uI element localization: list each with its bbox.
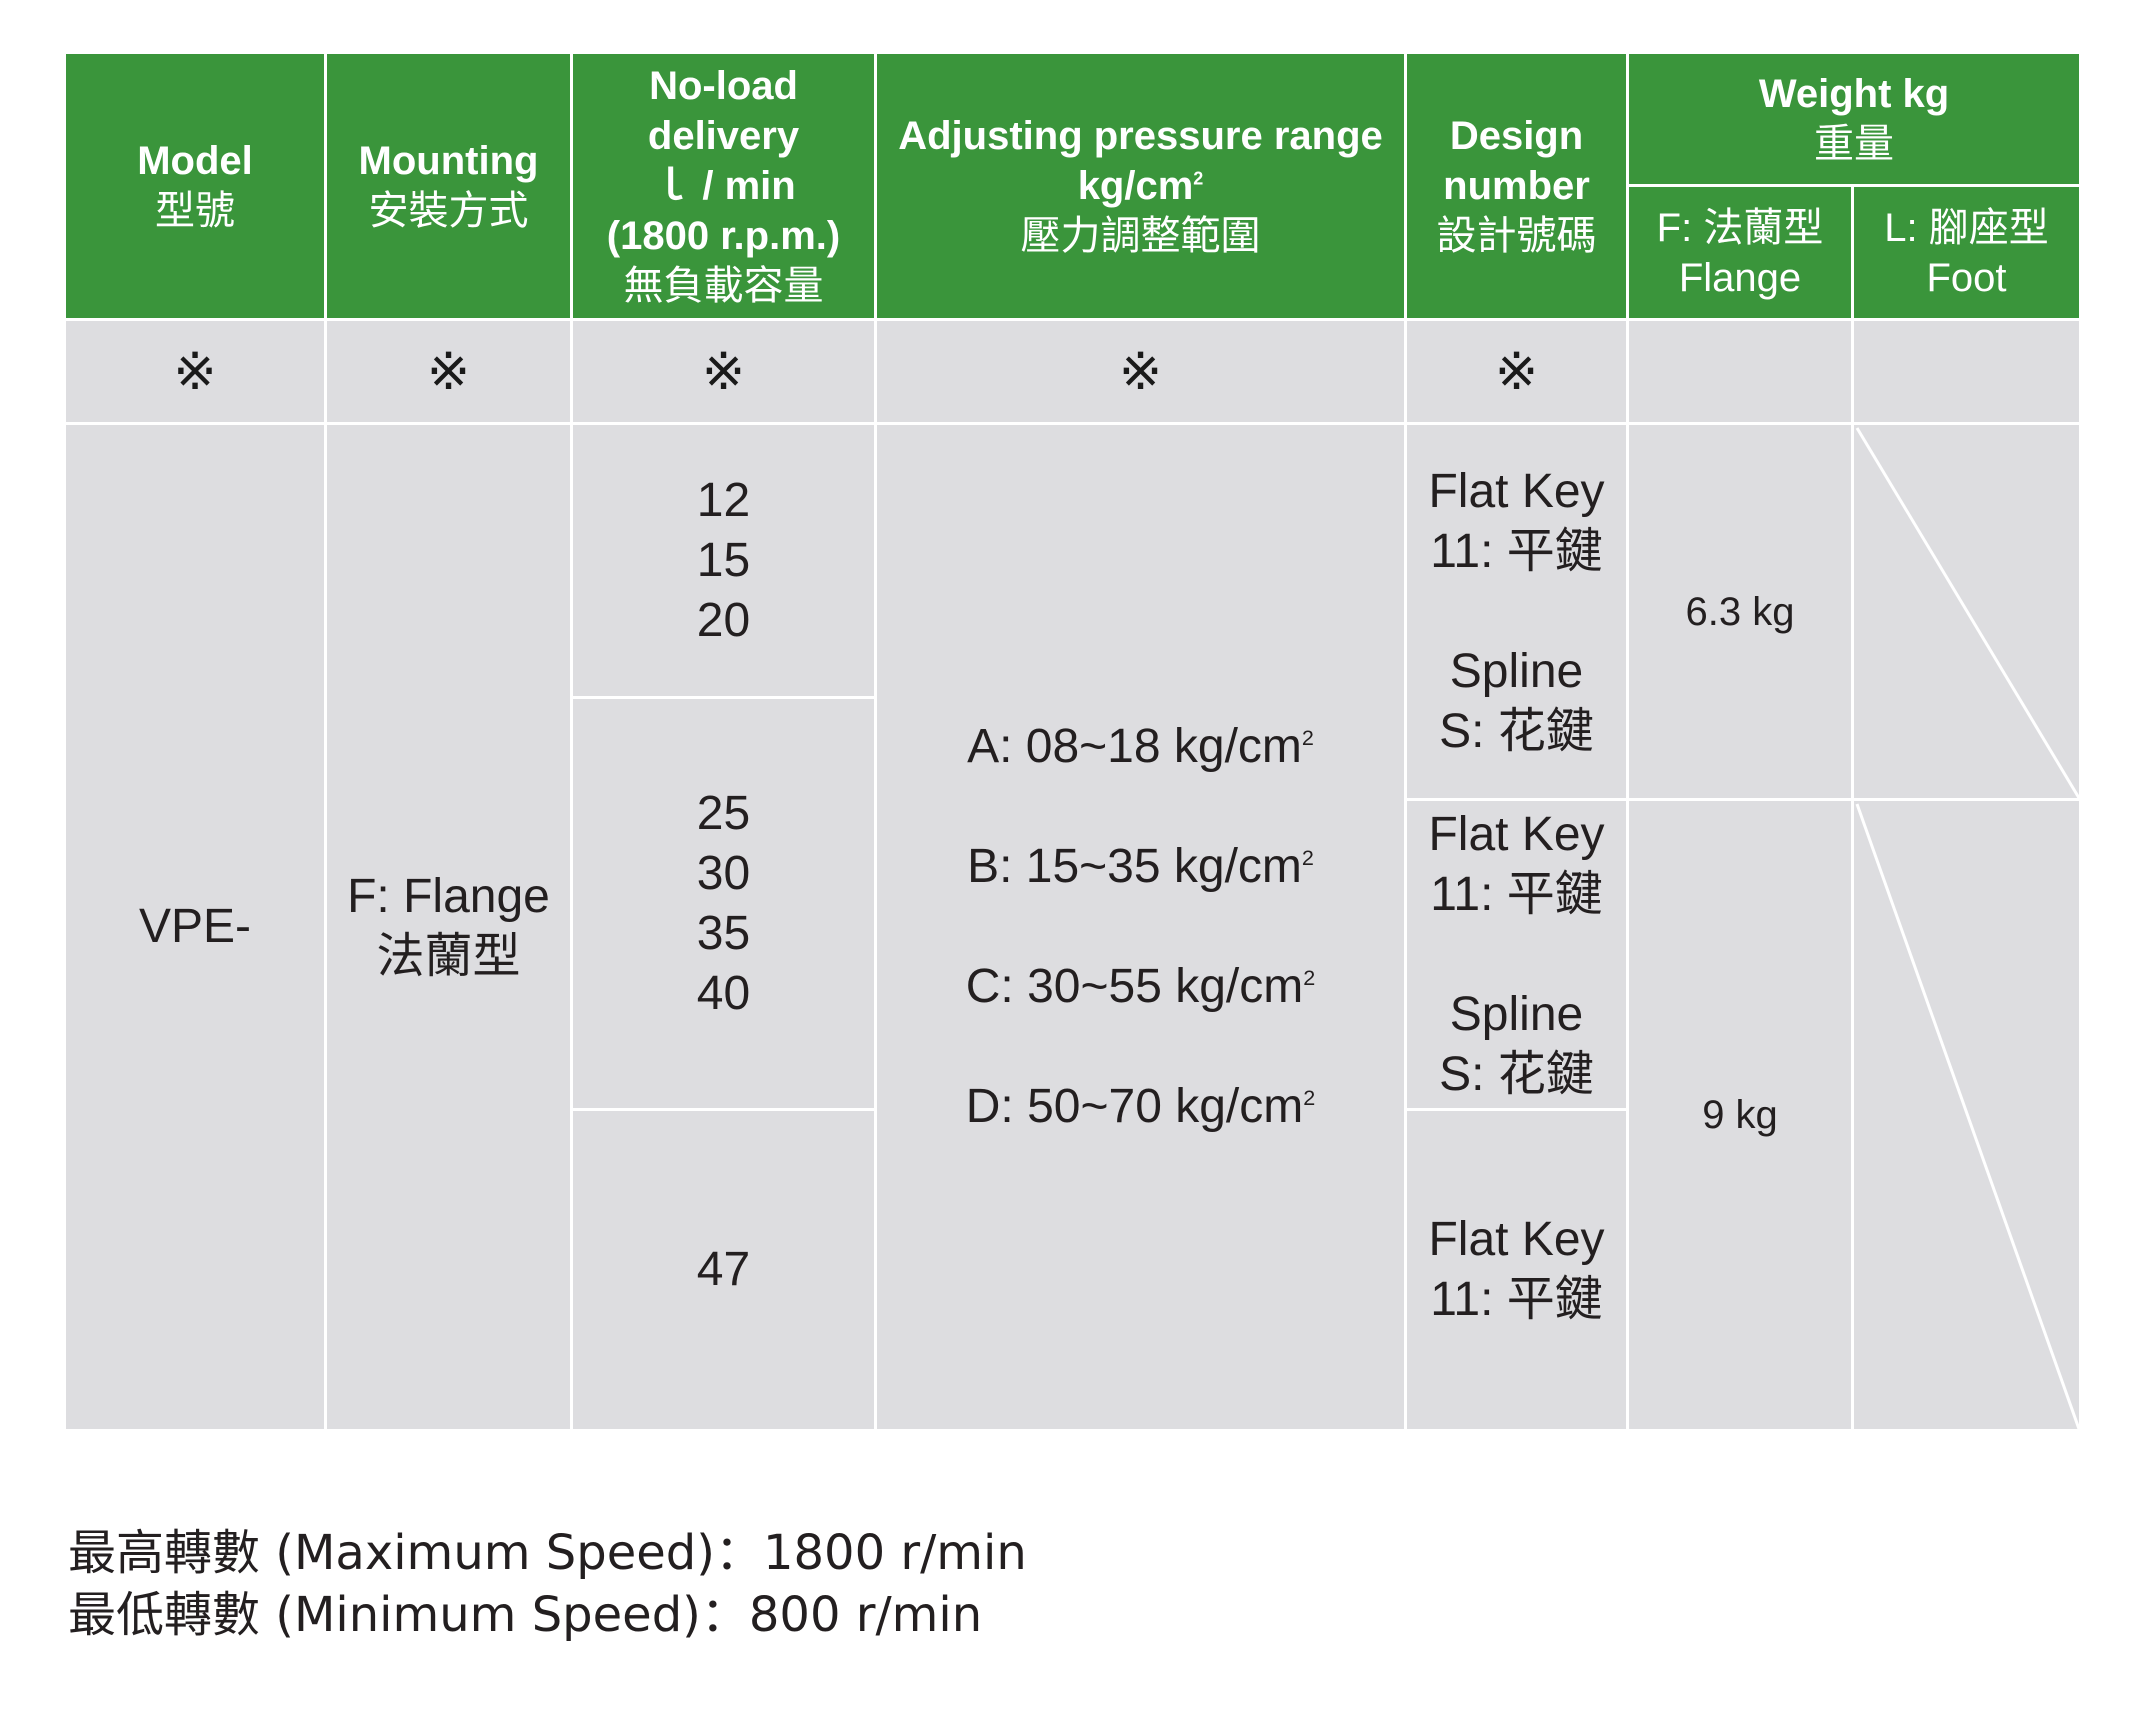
delivery-value: 47 — [696, 1243, 751, 1296]
delivery-group-2: 25 30 35 40 — [573, 699, 874, 1108]
delivery-value: 12 — [696, 473, 751, 527]
mark-design: ※ — [1407, 321, 1626, 422]
weight-flange-2: 9 kg — [1629, 801, 1851, 1429]
delivery-value: 40 — [696, 966, 751, 1020]
header-weight-flange: F: 法蘭型 Flange — [1629, 187, 1851, 318]
header-design: Design number 設計號碼 — [1407, 54, 1626, 318]
weight-value: 9 kg — [1702, 1093, 1778, 1137]
mark-model: ※ — [66, 321, 324, 422]
design-group-2: Flat Key 11: 平鍵 Spline S: 花鍵 — [1407, 801, 1626, 1108]
reference-mark: ※ — [173, 342, 217, 401]
design-flat-key: Flat Key — [1428, 464, 1605, 518]
header-delivery-l3: ｌ / min — [651, 164, 796, 208]
reference-mark: ※ — [1494, 342, 1539, 401]
delivery-group-3: 47 — [573, 1111, 874, 1429]
header-delivery-zh: 無負載容量 — [623, 264, 824, 308]
mounting-value-en: F: Flange — [347, 870, 550, 923]
header-mounting-zh: 安裝方式 — [368, 189, 529, 233]
pressure-range-b-text: B: 15~35 kg/cm — [967, 840, 1302, 893]
delivery-value: 25 — [696, 786, 751, 840]
header-delivery-l4: (1800 r.p.m.) — [606, 214, 841, 258]
pressure-range-a-sup: 2 — [1301, 725, 1314, 750]
delivery-value: 30 — [696, 846, 751, 900]
header-weight-zh: 重量 — [1814, 122, 1894, 166]
header-model: Model 型號 — [66, 54, 324, 318]
header-model-zh: 型號 — [155, 189, 235, 233]
header-model-en: Model — [137, 139, 253, 183]
design-spline: Spline — [1449, 644, 1584, 698]
header-delivery: No-load delivery ｌ / min (1800 r.p.m.) 無… — [573, 54, 874, 318]
pressure-range-b: B: 15~35 kg/cm2 — [967, 807, 1314, 927]
delivery-group-1: 12 15 20 — [573, 425, 874, 696]
body-pressure: A: 08~18 kg/cm2 B: 15~35 kg/cm2 C: 30~55… — [877, 425, 1404, 1429]
pressure-range-b-sup: 2 — [1301, 845, 1314, 870]
header-foot-en: Foot — [1926, 255, 2007, 300]
pressure-range-c-sup: 2 — [1303, 965, 1316, 990]
model-value: VPE- — [138, 900, 252, 953]
mounting-value-zh: 法蘭型 — [376, 930, 521, 983]
delivery-value: 35 — [696, 906, 751, 960]
header-delivery-l2: delivery — [647, 114, 800, 158]
header-pressure: Adjusting pressure range kg/cm2 壓力調整範圍 — [877, 54, 1404, 318]
header-weight-en: Weight kg — [1758, 72, 1950, 116]
header-flange-zh: F: 法蘭型 — [1656, 205, 1824, 250]
design-spline-code: S: 花鍵 — [1439, 1047, 1594, 1101]
mark-pressure: ※ — [877, 321, 1404, 422]
header-mounting: Mounting 安裝方式 — [327, 54, 570, 318]
reference-mark: ※ — [1118, 342, 1163, 401]
header-pressure-unit: kg/cm2 — [1078, 161, 1204, 211]
mark-mounting: ※ — [327, 321, 570, 422]
design-flat-key-code: 11: 平鍵 — [1430, 1273, 1603, 1326]
design-flat-key: Flat Key — [1428, 1213, 1605, 1266]
weight-flange-1: 6.3 kg — [1629, 425, 1851, 798]
reference-mark: ※ — [701, 342, 746, 401]
pressure-range-a-text: A: 08~18 kg/cm — [967, 720, 1302, 773]
body-mounting: F: Flange 法蘭型 — [327, 425, 570, 1429]
header-design-l2: number — [1443, 164, 1590, 208]
delivery-value: 15 — [696, 533, 751, 587]
pressure-range-c: C: 30~55 kg/cm2 — [966, 927, 1316, 1047]
pressure-range-d-text: D: 50~70 kg/cm — [965, 1080, 1304, 1133]
design-flat-key: Flat Key — [1428, 807, 1605, 861]
mark-delivery: ※ — [573, 321, 874, 422]
weight-value: 6.3 kg — [1685, 589, 1795, 634]
design-spline: Spline — [1449, 987, 1584, 1041]
header-pressure-unit-sup: 2 — [1193, 168, 1204, 189]
header-pressure-unit-text: kg/cm — [1077, 164, 1194, 208]
header-flange-en: Flange — [1678, 255, 1802, 300]
header-weight-foot: L: 腳座型 Foot — [1854, 187, 2079, 318]
pressure-range-a: A: 08~18 kg/cm2 — [967, 687, 1314, 807]
pressure-range-c-text: C: 30~55 kg/cm — [965, 960, 1304, 1013]
max-speed-note: 最高轉數 (Maximum Speed)：1800 r/min — [68, 1525, 1027, 1581]
reference-mark: ※ — [426, 342, 471, 401]
delivery-value: 20 — [696, 593, 751, 647]
header-pressure-zh: 壓力調整範圍 — [1020, 214, 1261, 258]
design-flat-key-code: 11: 平鍵 — [1430, 867, 1603, 921]
header-design-l1: Design — [1449, 114, 1584, 158]
mark-flange-empty — [1629, 321, 1851, 422]
header-design-zh: 設計號碼 — [1436, 214, 1597, 258]
header-mounting-en: Mounting — [358, 139, 539, 183]
design-group-1: Flat Key 11: 平鍵 Spline S: 花鍵 — [1407, 425, 1626, 798]
header-weight: Weight kg 重量 — [1629, 54, 2079, 184]
header-delivery-l1: No-load — [649, 64, 798, 108]
pressure-range-d-sup: 2 — [1303, 1085, 1316, 1110]
min-speed-note: 最低轉數 (Minimum Speed)：800 r/min — [68, 1587, 983, 1643]
pressure-range-d: D: 50~70 kg/cm2 — [966, 1047, 1316, 1167]
design-flat-key-code: 11: 平鍵 — [1430, 524, 1603, 578]
mark-foot-empty — [1854, 321, 2079, 422]
design-group-3: Flat Key 11: 平鍵 — [1407, 1111, 1626, 1429]
body-model: VPE- — [66, 425, 324, 1429]
header-pressure-l1: Adjusting pressure range — [898, 114, 1383, 158]
design-spline-code: S: 花鍵 — [1439, 704, 1594, 758]
header-foot-zh: L: 腳座型 — [1884, 205, 2049, 250]
